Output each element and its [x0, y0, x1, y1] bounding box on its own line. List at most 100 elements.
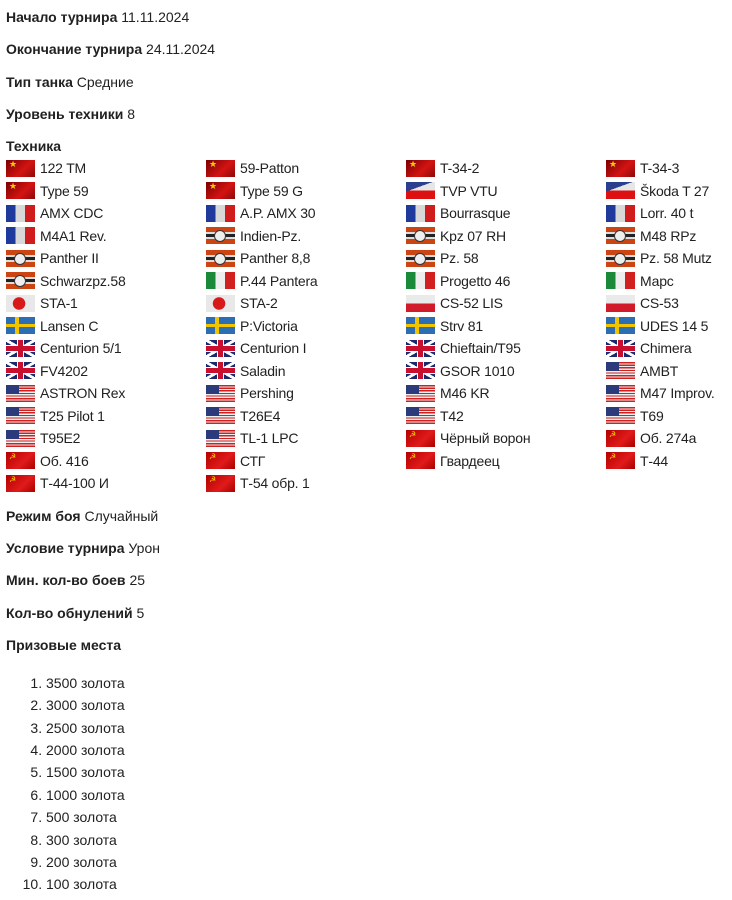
flag-de-icon	[406, 227, 435, 245]
tank-item: P.44 Pantera	[206, 270, 406, 293]
tank-item: Škoda T 27	[606, 180, 732, 203]
tank-name: A.P. AMX 30	[240, 205, 316, 222]
tank-item: Chimera	[606, 337, 732, 360]
flag-uk-icon	[406, 362, 435, 380]
flag-su-icon	[6, 452, 35, 470]
tank-item: СТГ	[206, 450, 406, 473]
field-value: 8	[127, 105, 136, 122]
tank-item: FV4202	[6, 360, 206, 383]
fields-bottom: Режим боя Случайный Условие турнира Урон М…	[6, 505, 726, 624]
tank-name: Centurion I	[240, 340, 307, 357]
tank-item: Kpz 07 RH	[406, 225, 606, 248]
tank-item: T42	[406, 405, 606, 428]
flag-su-icon	[206, 452, 235, 470]
flag-de-icon	[406, 249, 435, 267]
tank-name: T-34-3	[640, 160, 680, 177]
tank-name: Strv 81	[440, 317, 483, 334]
flag-cz-icon	[606, 182, 635, 200]
tank-name: Panther 8,8	[240, 250, 311, 267]
flag-us-icon	[6, 407, 35, 425]
tank-name: Progetto 46	[440, 272, 511, 289]
flag-us-icon	[406, 384, 435, 402]
tank-name: Chieftain/T95	[440, 340, 521, 357]
flag-us-icon	[206, 429, 235, 447]
fields-top: Начало турнира 11.11.2024 Окончание турни…	[6, 6, 726, 125]
tank-item: T69	[606, 405, 732, 428]
tank-item: Type 59	[6, 180, 206, 203]
tank-item: ASTRON Rex	[6, 382, 206, 405]
flag-su-icon	[6, 474, 35, 492]
prize-item: 1500 золота	[46, 761, 726, 783]
field-value: Урон	[128, 539, 160, 556]
tank-item: A.P. AMX 30	[206, 202, 406, 225]
tank-item: Centurion 5/1	[6, 337, 206, 360]
tank-name: 122 TM	[40, 160, 87, 177]
info-field: Кол-во обнулений 5	[6, 602, 726, 624]
tank-name: Pershing	[240, 385, 294, 402]
tank-name: T25 Pilot 1	[40, 407, 105, 424]
tank-item: STA-2	[206, 292, 406, 315]
tank-name: T-34-2	[440, 160, 480, 177]
tank-item: Chieftain/T95	[406, 337, 606, 360]
tank-item: T95E2	[6, 427, 206, 450]
flag-su-icon	[206, 474, 235, 492]
tank-item: T-34-3	[606, 157, 732, 180]
tank-name: Chimera	[640, 340, 692, 357]
tank-item: Lansen C	[6, 315, 206, 338]
flag-se-icon	[6, 317, 35, 335]
tank-name: FV4202	[40, 362, 88, 379]
tank-item: STA-1	[6, 292, 206, 315]
tank-name: STA-1	[40, 295, 78, 312]
flag-de-icon	[206, 249, 235, 267]
tank-name: ASTRON Rex	[40, 385, 126, 402]
flag-us-icon	[206, 384, 235, 402]
field-value: Средние	[76, 73, 134, 90]
tank-name: M47 Improv.	[640, 385, 715, 402]
tank-name: Type 59 G	[240, 182, 303, 199]
flag-fr-icon	[6, 204, 35, 222]
tank-name: CS-53	[640, 295, 679, 312]
flag-cz-icon	[406, 182, 435, 200]
flag-pl-icon	[406, 294, 435, 312]
flag-cn-icon	[206, 159, 235, 177]
flag-su-icon	[406, 429, 435, 447]
tank-item: 122 TM	[6, 157, 206, 180]
flag-pl-icon	[606, 294, 635, 312]
tank-name: Škoda T 27	[640, 182, 710, 199]
flag-it-icon	[206, 272, 235, 290]
tank-item: Т-44-100 И	[6, 472, 206, 495]
flag-it-icon	[406, 272, 435, 290]
tank-item: AMBT	[606, 360, 732, 383]
tank-item: Indien-Pz.	[206, 225, 406, 248]
tank-item: Об. 274а	[606, 427, 732, 450]
flag-su-icon	[406, 452, 435, 470]
tank-name: Об. 416	[40, 452, 89, 469]
info-field: Мин. кол-во боев 25	[6, 569, 726, 591]
flag-cn-icon	[206, 182, 235, 200]
tank-item: T25 Pilot 1	[6, 405, 206, 428]
info-field: Начало турнира 11.11.2024	[6, 6, 726, 28]
tank-name: Чёрный ворон	[440, 430, 531, 447]
flag-uk-icon	[6, 339, 35, 357]
flag-us-icon	[6, 384, 35, 402]
tank-name: Т-44	[640, 452, 668, 469]
tank-name: M46 KR	[440, 385, 490, 402]
tank-item: M4A1 Rev.	[6, 225, 206, 248]
tank-name: 59-Patton	[240, 160, 299, 177]
tank-item: Panther 8,8	[206, 247, 406, 270]
prize-item: 2500 золота	[46, 717, 726, 739]
tank-item: Progetto 46	[406, 270, 606, 293]
tank-item: Lorr. 40 t	[606, 202, 732, 225]
tank-name: AMBT	[640, 362, 679, 379]
tank-name: GSOR 1010	[440, 362, 515, 379]
flag-de-icon	[206, 227, 235, 245]
field-label: Начало турнира	[6, 9, 118, 25]
tank-name: P.44 Pantera	[240, 272, 318, 289]
info-field: Режим боя Случайный	[6, 505, 726, 527]
tank-item: Марс	[606, 270, 732, 293]
flag-cn-icon	[406, 159, 435, 177]
tank-item: Saladin	[206, 360, 406, 383]
prize-item: 100 золота	[46, 873, 726, 895]
flag-fr-icon	[606, 204, 635, 222]
